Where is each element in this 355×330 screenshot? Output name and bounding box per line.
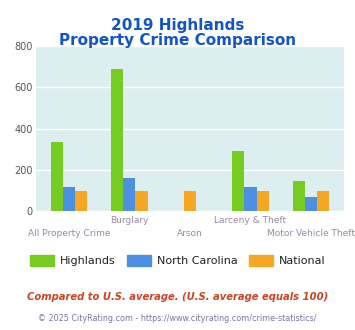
Text: All Property Crime: All Property Crime	[28, 229, 110, 238]
Text: Arson: Arson	[177, 229, 203, 238]
Bar	[51, 142, 63, 211]
Bar	[63, 187, 75, 211]
Bar	[317, 190, 329, 211]
Text: © 2025 CityRating.com - https://www.cityrating.com/crime-statistics/: © 2025 CityRating.com - https://www.city…	[38, 314, 317, 323]
Bar	[75, 190, 87, 211]
Text: Property Crime Comparison: Property Crime Comparison	[59, 33, 296, 48]
Text: 2019 Highlands: 2019 Highlands	[111, 18, 244, 33]
Text: Compared to U.S. average. (U.S. average equals 100): Compared to U.S. average. (U.S. average …	[27, 292, 328, 302]
Bar	[135, 190, 148, 211]
Text: Burglary: Burglary	[110, 216, 149, 225]
Bar	[257, 190, 269, 211]
Bar	[123, 178, 135, 211]
Legend: Highlands, North Carolina, National: Highlands, North Carolina, National	[27, 251, 328, 270]
Bar	[184, 190, 196, 211]
Bar	[245, 187, 257, 211]
Text: Larceny & Theft: Larceny & Theft	[214, 216, 286, 225]
Bar	[305, 197, 317, 211]
Bar	[232, 151, 245, 211]
Bar	[293, 181, 305, 211]
Text: Motor Vehicle Theft: Motor Vehicle Theft	[267, 229, 355, 238]
Bar	[111, 69, 123, 211]
